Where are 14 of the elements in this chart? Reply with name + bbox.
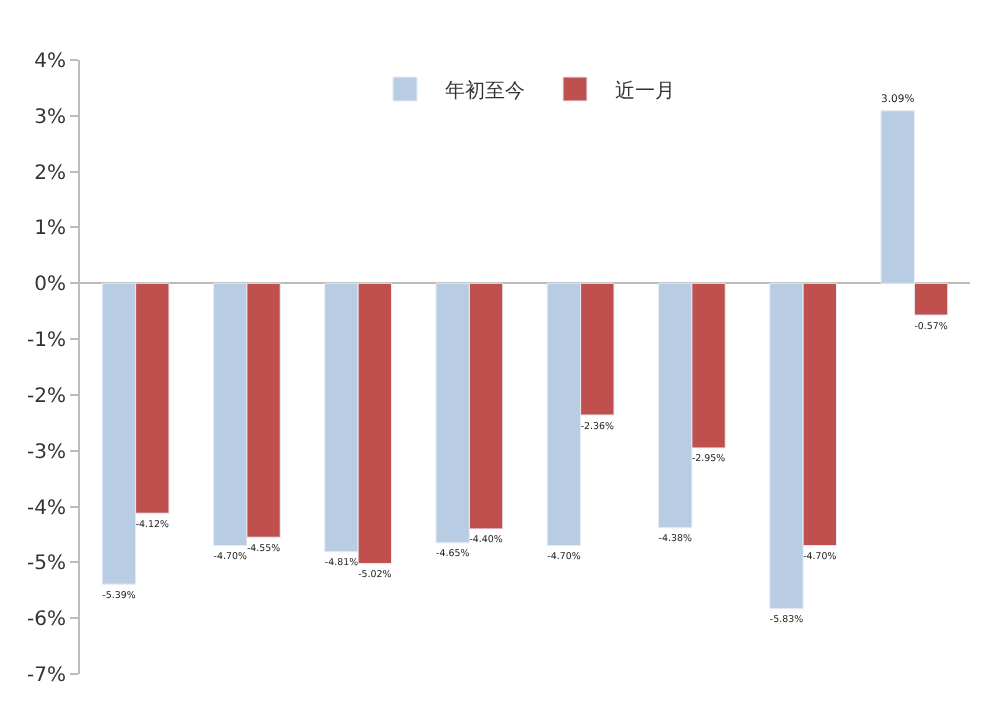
y-tick-label: -5% [27, 553, 66, 576]
y-tick-label: -6% [27, 609, 66, 632]
y-tick-label: -1% [27, 330, 66, 353]
y-tick-label: 3% [34, 106, 66, 129]
y-tick-label: 1% [34, 218, 66, 241]
y-tick-label: -4% [27, 497, 66, 520]
legend-label: 年初至今 [445, 78, 525, 103]
y-tick-label: 2% [34, 162, 66, 185]
y-tick-label: -2% [27, 385, 66, 408]
y-tick-label: -7% [27, 665, 66, 687]
y-tick-label: -3% [27, 441, 66, 464]
y-tick-label: 4% [34, 51, 66, 73]
y-tick-label: 0% [34, 274, 66, 297]
legend-label: 近一月 [615, 78, 675, 103]
